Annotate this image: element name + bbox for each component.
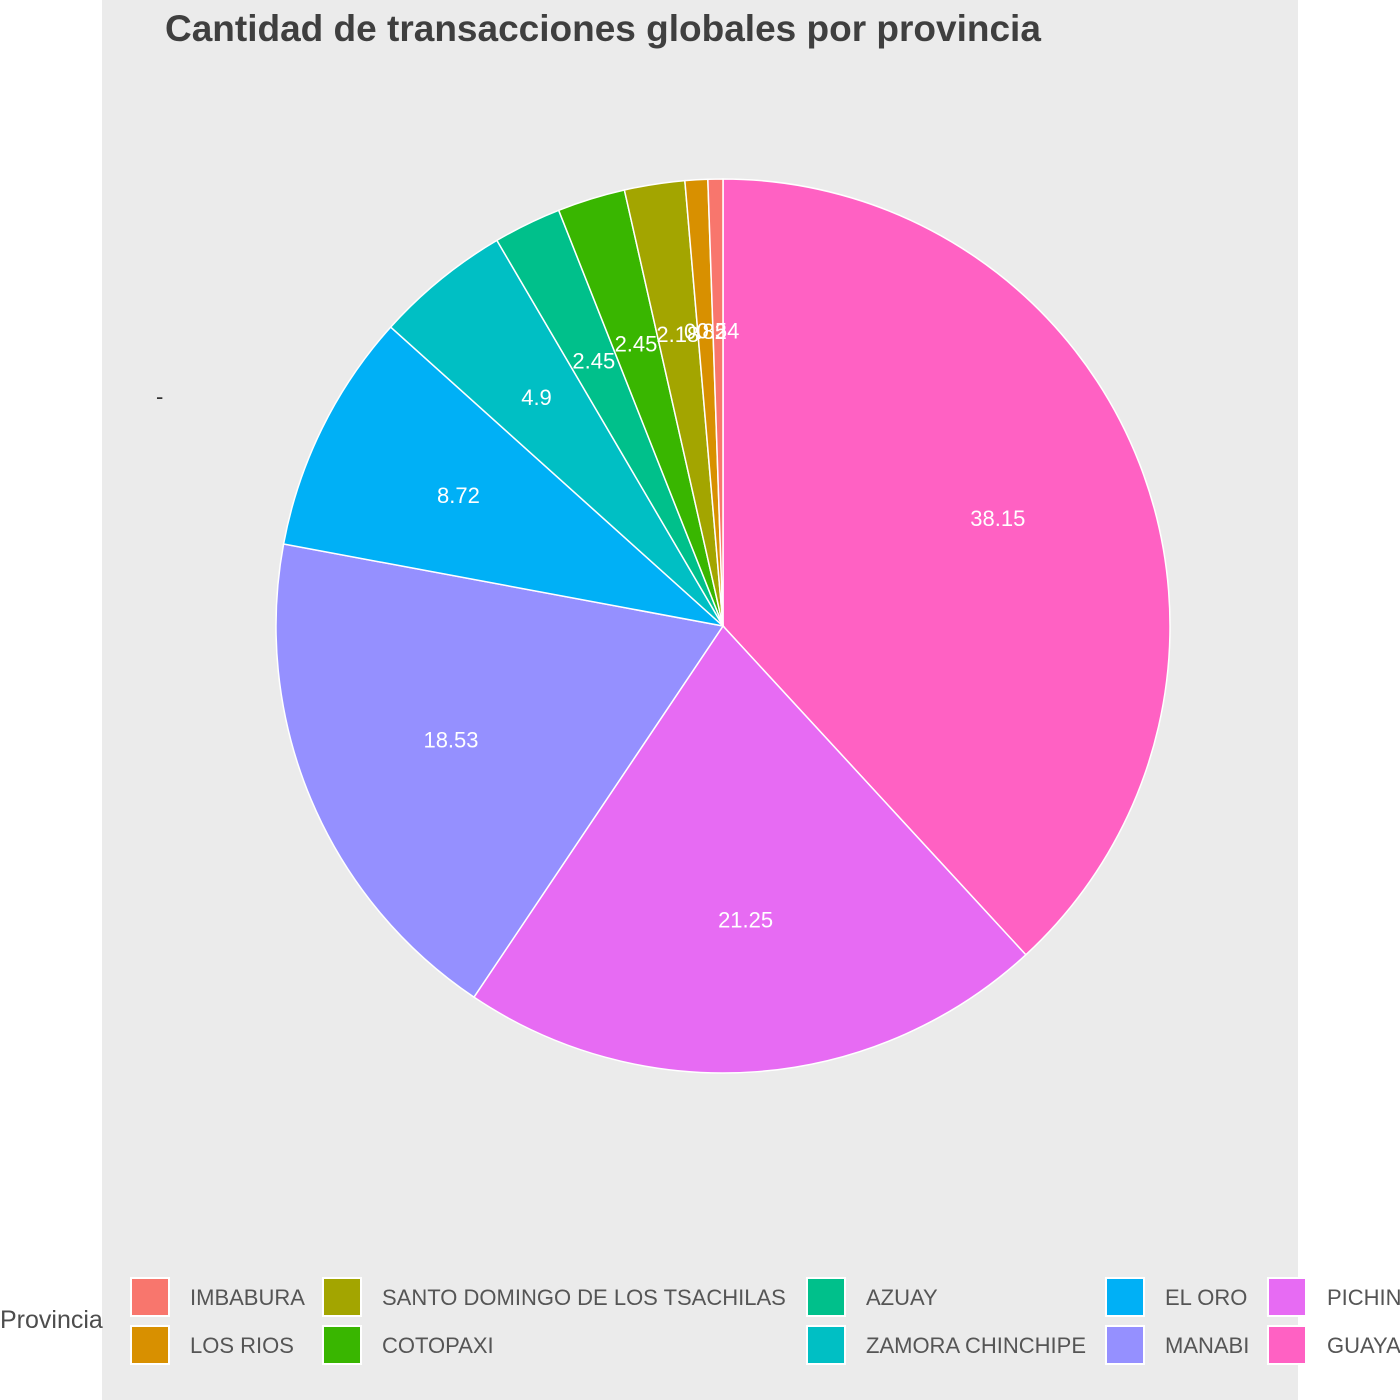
pie-slice-manabi <box>275 543 725 999</box>
legend-swatch <box>806 1325 846 1365</box>
slice-label-cotopaxi: 2.45 <box>615 332 658 357</box>
legend-label: GUAYA <box>1327 1333 1400 1358</box>
legend-swatch <box>1105 1277 1145 1317</box>
slice-label-imbabura: 0.54 <box>697 319 740 344</box>
legend-label: AZUAY <box>866 1285 938 1310</box>
slice-label-el-oro: 8.72 <box>437 483 480 508</box>
pie-slice-guayas <box>722 178 1171 956</box>
legend-label: MANABI <box>1165 1333 1250 1358</box>
legend-label: EL ORO <box>1165 1285 1248 1310</box>
legend-swatch <box>130 1325 170 1365</box>
legend-swatch <box>806 1277 846 1317</box>
legend-swatch <box>1267 1325 1307 1365</box>
pie-slice-imbabura <box>707 178 724 627</box>
legend-label: LOS RIOS <box>190 1333 294 1358</box>
chart-title: Cantidad de transacciones globales por p… <box>165 8 1041 49</box>
legend-swatch <box>322 1277 362 1317</box>
legend-swatch <box>322 1325 362 1365</box>
legend-label: PICHIN <box>1327 1285 1400 1310</box>
legend-label: ZAMORA CHINCHIPE <box>866 1333 1087 1358</box>
legend-swatch <box>1267 1277 1307 1317</box>
legend-swatch <box>1105 1325 1145 1365</box>
slice-label-zamora-chinchipe: 4.9 <box>521 385 552 410</box>
legend-swatch <box>130 1277 170 1317</box>
pie-slice-el-oro <box>282 326 726 628</box>
slice-label-los-rios: 0.82 <box>684 319 727 344</box>
legend-title: Provincia <box>0 1306 103 1334</box>
slice-label-santo-domingo-de-los-tsachilas: 2.18 <box>656 322 699 347</box>
slice-label-guayas: 38.15 <box>970 506 1025 531</box>
slice-label-manabi: 18.53 <box>423 728 478 753</box>
slice-label-azuay: 2.45 <box>572 348 615 373</box>
slice-label-pichincha: 21.25 <box>718 908 773 933</box>
legend-label: SANTO DOMINGO DE LOS TSACHILAS <box>382 1285 786 1310</box>
legend-label: IMBABURA <box>190 1285 305 1310</box>
axis-label: - <box>156 384 164 409</box>
pie-slice-pichincha <box>472 624 1027 1074</box>
legend-label: COTOPAXI <box>382 1333 494 1358</box>
